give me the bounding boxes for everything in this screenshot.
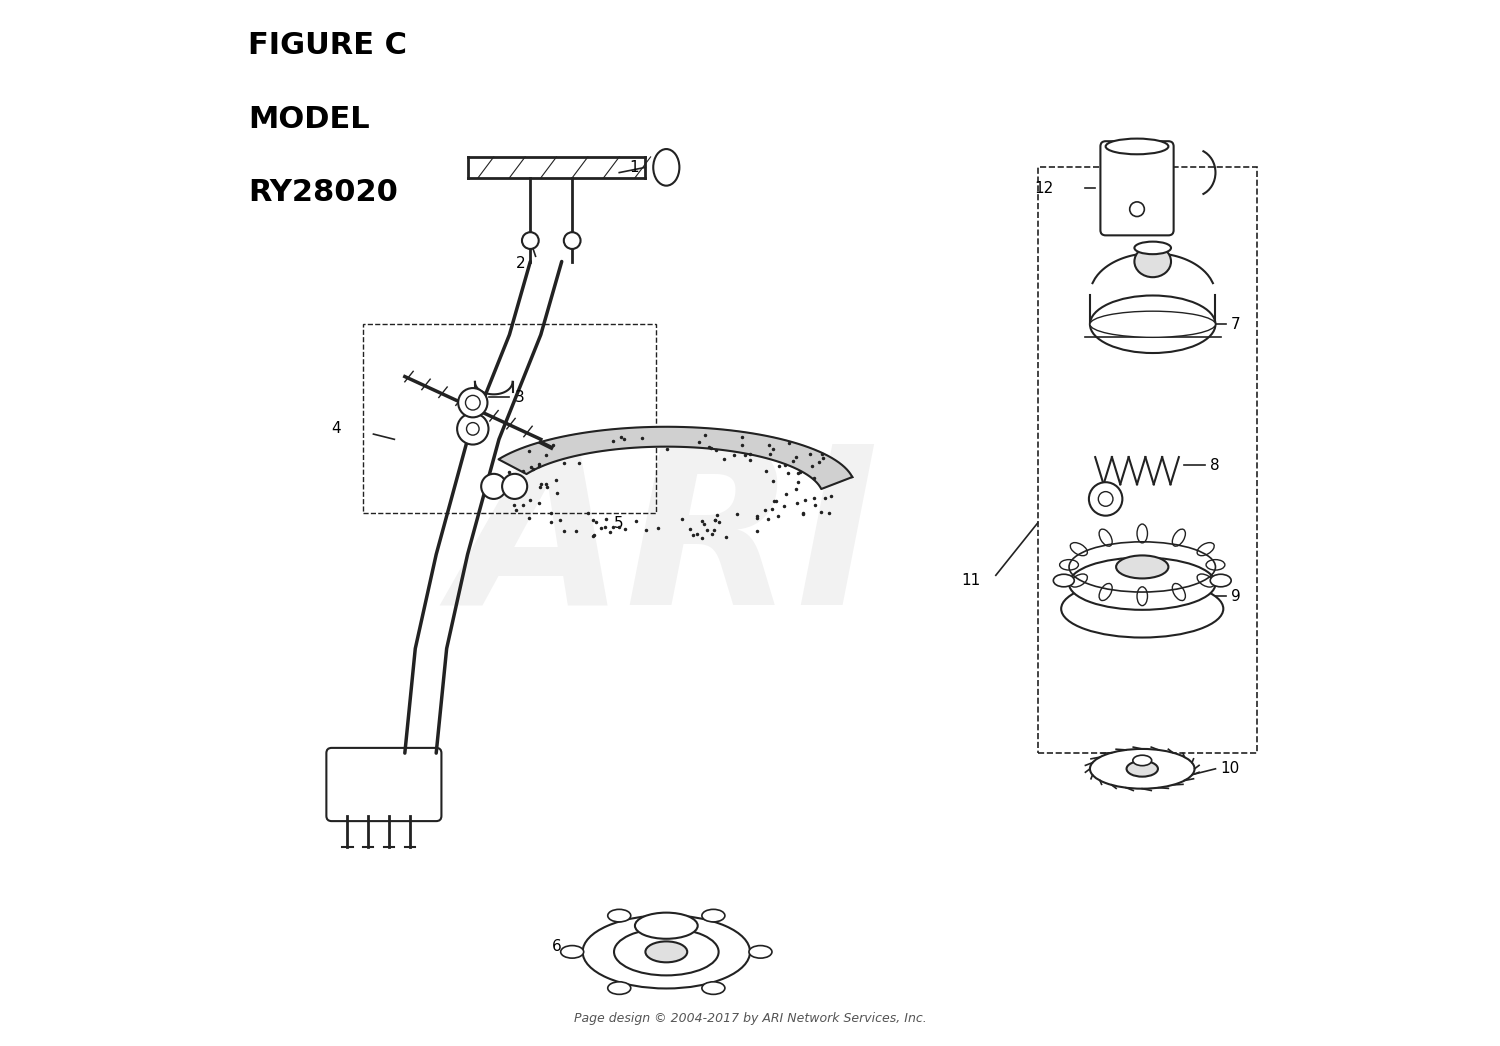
Ellipse shape xyxy=(1197,543,1214,555)
Ellipse shape xyxy=(748,946,772,958)
Text: Page design © 2004-2017 by ARI Network Services, Inc.: Page design © 2004-2017 by ARI Network S… xyxy=(573,1013,927,1025)
FancyBboxPatch shape xyxy=(1101,141,1173,235)
Ellipse shape xyxy=(1100,584,1112,600)
Ellipse shape xyxy=(1137,524,1148,543)
Ellipse shape xyxy=(645,941,687,962)
Text: 11: 11 xyxy=(962,573,980,588)
Text: 9: 9 xyxy=(1232,589,1240,604)
Ellipse shape xyxy=(1090,749,1194,789)
Text: 2: 2 xyxy=(516,256,525,271)
Ellipse shape xyxy=(582,915,750,988)
Ellipse shape xyxy=(614,929,718,975)
Circle shape xyxy=(564,232,580,249)
Ellipse shape xyxy=(1197,574,1214,587)
Ellipse shape xyxy=(1134,242,1172,254)
Ellipse shape xyxy=(702,982,724,995)
Ellipse shape xyxy=(652,150,680,186)
Ellipse shape xyxy=(1206,560,1225,570)
Ellipse shape xyxy=(608,982,631,995)
Text: 7: 7 xyxy=(1232,317,1240,332)
Text: FIGURE C: FIGURE C xyxy=(248,31,406,61)
Circle shape xyxy=(458,413,489,445)
Ellipse shape xyxy=(1090,312,1215,338)
Circle shape xyxy=(465,395,480,410)
Text: ARI: ARI xyxy=(453,437,879,651)
Ellipse shape xyxy=(1173,529,1185,546)
Ellipse shape xyxy=(1126,761,1158,776)
Ellipse shape xyxy=(634,912,698,939)
Text: 3: 3 xyxy=(514,390,525,405)
Text: 12: 12 xyxy=(1034,181,1053,196)
Ellipse shape xyxy=(1090,296,1215,354)
Ellipse shape xyxy=(1134,246,1172,277)
Text: MODEL: MODEL xyxy=(248,105,369,134)
Text: 10: 10 xyxy=(1221,761,1240,776)
Text: 8: 8 xyxy=(1210,458,1219,473)
Circle shape xyxy=(466,423,478,435)
Ellipse shape xyxy=(1100,529,1112,546)
Ellipse shape xyxy=(561,946,584,958)
Circle shape xyxy=(522,232,538,249)
Ellipse shape xyxy=(1070,558,1215,610)
Circle shape xyxy=(1130,202,1144,217)
Circle shape xyxy=(482,474,507,499)
Ellipse shape xyxy=(1059,560,1078,570)
Text: 6: 6 xyxy=(552,939,561,954)
Circle shape xyxy=(503,474,526,499)
FancyBboxPatch shape xyxy=(327,748,441,821)
Text: 4: 4 xyxy=(332,422,340,436)
Text: RY28020: RY28020 xyxy=(248,178,398,207)
Text: 1: 1 xyxy=(630,160,639,175)
Ellipse shape xyxy=(1173,584,1185,600)
Ellipse shape xyxy=(1060,579,1224,637)
Ellipse shape xyxy=(1210,574,1231,587)
Ellipse shape xyxy=(1106,139,1168,155)
Ellipse shape xyxy=(1071,543,1088,555)
Ellipse shape xyxy=(608,909,631,922)
Text: 5: 5 xyxy=(614,516,624,530)
Ellipse shape xyxy=(1053,574,1074,587)
Circle shape xyxy=(1098,492,1113,506)
Ellipse shape xyxy=(702,909,724,922)
Circle shape xyxy=(458,388,488,417)
Ellipse shape xyxy=(1116,555,1168,578)
Polygon shape xyxy=(498,427,852,488)
Ellipse shape xyxy=(1071,574,1088,587)
Ellipse shape xyxy=(1137,587,1148,606)
Ellipse shape xyxy=(1132,755,1152,766)
Circle shape xyxy=(1089,482,1122,516)
